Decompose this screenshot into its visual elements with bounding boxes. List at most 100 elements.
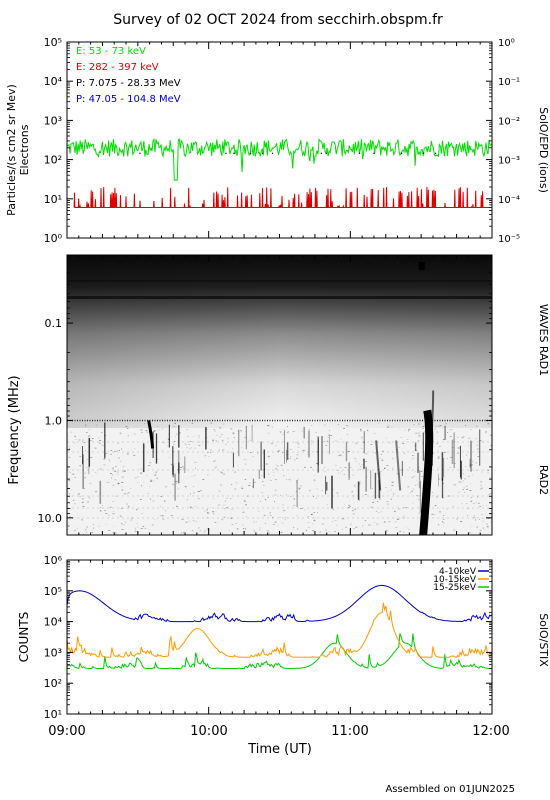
particles-y-tick-label: 10⁵ <box>44 36 62 49</box>
rad2-noise <box>312 523 314 525</box>
rad2-noise <box>228 530 230 531</box>
rad2-noise <box>190 506 192 508</box>
rad2-noise <box>405 507 408 509</box>
rad2-noise <box>176 482 177 484</box>
rad2-noise <box>340 438 342 440</box>
rad2-noise <box>103 464 106 466</box>
rad2-noise <box>346 434 348 435</box>
rad2-noise <box>421 476 423 477</box>
rad2-noise <box>471 474 474 476</box>
particles-ylabel-sub: Electrons <box>18 124 31 175</box>
rad2-noise <box>490 477 492 479</box>
rad2-noise <box>170 492 171 493</box>
rad2-noise <box>349 466 352 468</box>
rad2-noise <box>487 518 490 519</box>
stix-y-tick-label: 10² <box>44 677 62 690</box>
rad2-noise <box>275 464 277 466</box>
rad2-noise <box>339 467 342 469</box>
rad2-noise <box>136 523 138 525</box>
rad2-noise <box>388 425 390 427</box>
rad2-noise <box>146 431 148 433</box>
rad2-noise <box>232 467 234 468</box>
rad2-noise <box>359 499 360 501</box>
rad2-noise <box>274 479 277 481</box>
rad2-noise <box>125 426 128 428</box>
rad2-noise <box>202 479 205 480</box>
rad2-noise <box>374 521 376 523</box>
rad2-noise <box>225 443 227 445</box>
rad2-noise <box>126 503 128 505</box>
rad2-noise <box>468 475 470 477</box>
rad2-noise <box>297 528 299 530</box>
rad2-noise <box>335 440 337 442</box>
rad2-noise <box>123 470 126 472</box>
rad2-noise <box>243 499 246 501</box>
rad2-noise <box>222 439 224 441</box>
rad2-noise <box>382 450 384 452</box>
rad2-noise <box>288 478 290 480</box>
rad2-noise <box>257 510 260 512</box>
rad2-noise <box>133 455 136 456</box>
rad2-noise <box>68 521 70 523</box>
rad2-noise <box>112 532 114 533</box>
rad2-noise <box>364 494 367 495</box>
rad2-noise <box>472 461 474 463</box>
rad2-noise <box>384 468 386 469</box>
rad2-noise <box>282 434 284 435</box>
rad2-noise <box>149 486 151 488</box>
rad2-noise <box>490 493 492 495</box>
rad2-noise <box>204 455 206 457</box>
rad2-noise <box>154 519 156 521</box>
rad2-noise <box>469 532 471 534</box>
rad2-noise <box>298 492 300 494</box>
rad2-noise <box>301 430 303 432</box>
rad2-noise <box>352 510 354 512</box>
rad2-noise <box>366 476 368 478</box>
rad2-noise <box>285 494 288 496</box>
rad2-noise <box>411 490 413 492</box>
rad2-noise <box>298 487 301 489</box>
rad2-noise <box>242 524 244 526</box>
rad2-noise <box>453 529 456 531</box>
rad2-noise <box>224 508 226 510</box>
rad2-noise <box>354 486 356 488</box>
rad2-noise <box>140 499 142 500</box>
rad2-noise <box>82 506 85 507</box>
rad2-noise <box>325 529 327 531</box>
rad2-noise <box>332 489 334 490</box>
radio-ylabel: Frequency (MHz) <box>7 375 22 484</box>
rad2-noise <box>98 525 100 527</box>
rad2-noise <box>190 447 192 448</box>
rad2-noise <box>99 440 102 441</box>
rad2-noise <box>280 464 283 466</box>
rad2-noise <box>221 519 223 521</box>
rad2-noise <box>435 425 437 427</box>
rad2-noise <box>353 528 355 530</box>
rad2-noise <box>173 463 175 465</box>
rad2-noise <box>85 424 87 426</box>
rad2-noise <box>376 501 379 502</box>
rad2-noise <box>214 467 216 469</box>
rad2-noise <box>193 486 194 487</box>
rad2-noise <box>347 507 350 509</box>
rad2-noise <box>105 513 108 514</box>
rad2-noise <box>433 514 435 515</box>
rad2-noise <box>168 434 169 435</box>
legend-entry-15-25kev: 15-25keV <box>433 583 477 593</box>
stix-y-tick-label: 10⁴ <box>44 616 63 629</box>
rad2-noise <box>186 447 188 448</box>
rad2-noise <box>161 428 164 430</box>
rad2-noise <box>461 503 463 505</box>
rad2-noise <box>112 467 114 469</box>
rad2-noise <box>207 512 210 514</box>
rad2-noise <box>387 503 389 505</box>
rad2-noise <box>91 532 93 533</box>
rad2-noise <box>198 441 201 443</box>
rad2-noise <box>465 425 466 426</box>
rad2-noise <box>221 434 223 435</box>
rad2-noise <box>476 425 478 427</box>
rad2-noise <box>284 518 286 520</box>
rad2-noise <box>98 437 100 439</box>
rad2-noise <box>115 532 117 534</box>
